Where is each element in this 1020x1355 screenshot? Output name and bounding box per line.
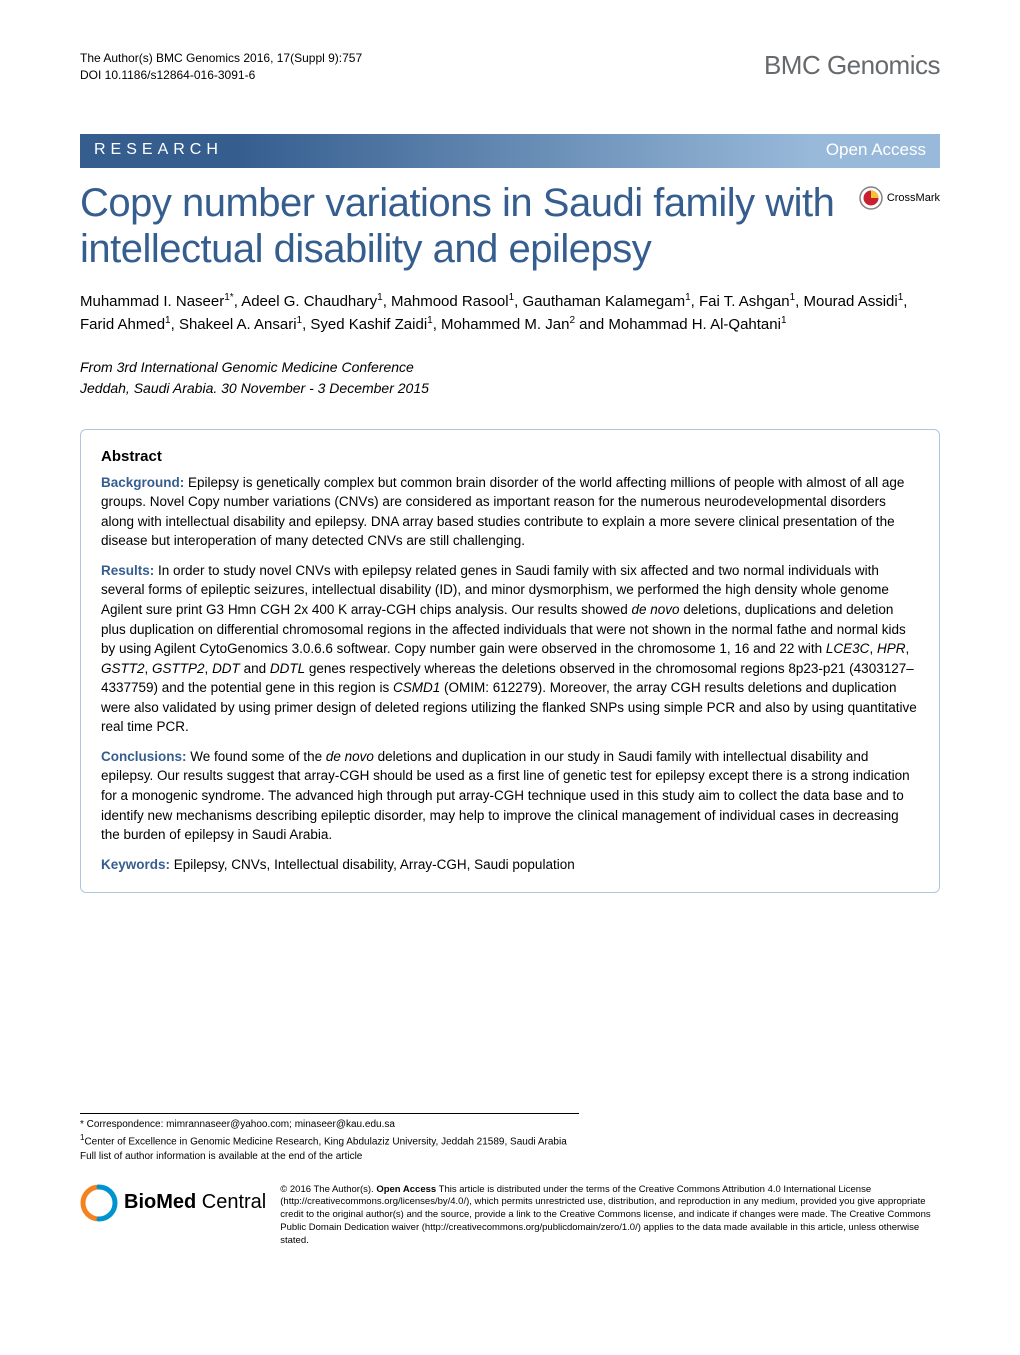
title-row: Copy number variations in Saudi family w… (80, 180, 940, 272)
journal-name: BMC Genomics (764, 50, 940, 81)
gene-hpr: HPR (877, 641, 906, 656)
crossmark-badge[interactable]: CrossMark (859, 186, 940, 210)
conclusions-label: Conclusions: (101, 749, 187, 764)
abstract-box: Abstract Background: Epilepsy is genetic… (80, 429, 940, 894)
keywords-label: Keywords: (101, 857, 170, 872)
abstract-heading: Abstract (101, 448, 919, 465)
gene-gstt2: GSTT2 (101, 661, 145, 676)
copyright-text: © 2016 The Author(s). (280, 1184, 376, 1195)
citation-block: The Author(s) BMC Genomics 2016, 17(Supp… (80, 50, 362, 84)
gene-csmd1: CSMD1 (393, 680, 440, 695)
conference-name: 3rd International Genomic Medicine Confe… (117, 359, 414, 375)
crossmark-icon (859, 186, 883, 210)
banner-gradient (237, 134, 812, 168)
page-container: The Author(s) BMC Genomics 2016, 17(Supp… (0, 0, 1020, 1288)
license-text: © 2016 The Author(s). Open Access This a… (280, 1184, 940, 1248)
bmc-light: Central (196, 1191, 266, 1213)
conference-location: Jeddah, Saudi Arabia. 30 November - 3 De… (80, 380, 429, 396)
conclusions-denovo: de novo (326, 749, 374, 764)
background-label: Background: (101, 475, 184, 490)
article-title: Copy number variations in Saudi family w… (80, 180, 839, 272)
correspondence-footer: * Correspondence: mimrannaseer@yahoo.com… (80, 1113, 579, 1163)
bmc-icon (80, 1184, 118, 1222)
abstract-background: Background: Epilepsy is genetically comp… (101, 473, 919, 551)
abstract-results: Results: In order to study novel CNVs wi… (101, 561, 919, 737)
background-text: Epilepsy is genetically complex but comm… (101, 475, 904, 549)
biomed-central-logo: BioMed Central (80, 1184, 266, 1222)
results-denovo: de novo (631, 602, 679, 617)
keywords-text: Epilepsy, CNVs, Intellectual disability,… (170, 857, 575, 872)
gene-ddt: DDT (212, 661, 240, 676)
affiliation-text: Center of Excellence in Genomic Medicine… (84, 1137, 566, 1148)
banner-section-label: RESEARCH (80, 134, 237, 168)
authors-list: Muhammad I. Naseer1*, Adeel G. Chaudhary… (80, 290, 940, 337)
header-row: The Author(s) BMC Genomics 2016, 17(Supp… (80, 50, 940, 84)
bmc-text: BioMed Central (124, 1191, 266, 1214)
citation-line: The Author(s) BMC Genomics 2016, 17(Supp… (80, 50, 362, 67)
bmc-bold: BioMed (124, 1191, 196, 1213)
open-access-bold: Open Access (376, 1184, 436, 1195)
gene-ddtl: DDTL (270, 661, 305, 676)
correspondence-line: * Correspondence: mimrannaseer@yahoo.com… (80, 1118, 579, 1132)
gene-gsttp2: GSTTP2 (152, 661, 205, 676)
affiliation-line: 1Center of Excellence in Genomic Medicin… (80, 1132, 579, 1149)
results-label: Results: (101, 563, 154, 578)
conclusions-pre: We found some of the (187, 749, 326, 764)
section-banner: RESEARCH Open Access (80, 134, 940, 168)
doi-line: DOI 10.1186/s12864-016-3091-6 (80, 67, 362, 84)
abstract-conclusions: Conclusions: We found some of the de nov… (101, 747, 919, 845)
conference-from: From (80, 359, 113, 375)
gene-lce3c: LCE3C (826, 641, 870, 656)
banner-open-access: Open Access (812, 134, 940, 168)
full-list-line: Full list of author information is avail… (80, 1150, 579, 1164)
conference-info: From 3rd International Genomic Medicine … (80, 357, 940, 399)
abstract-keywords: Keywords: Epilepsy, CNVs, Intellectual d… (101, 855, 919, 875)
crossmark-label: CrossMark (887, 192, 940, 204)
license-row: BioMed Central © 2016 The Author(s). Ope… (80, 1184, 940, 1248)
